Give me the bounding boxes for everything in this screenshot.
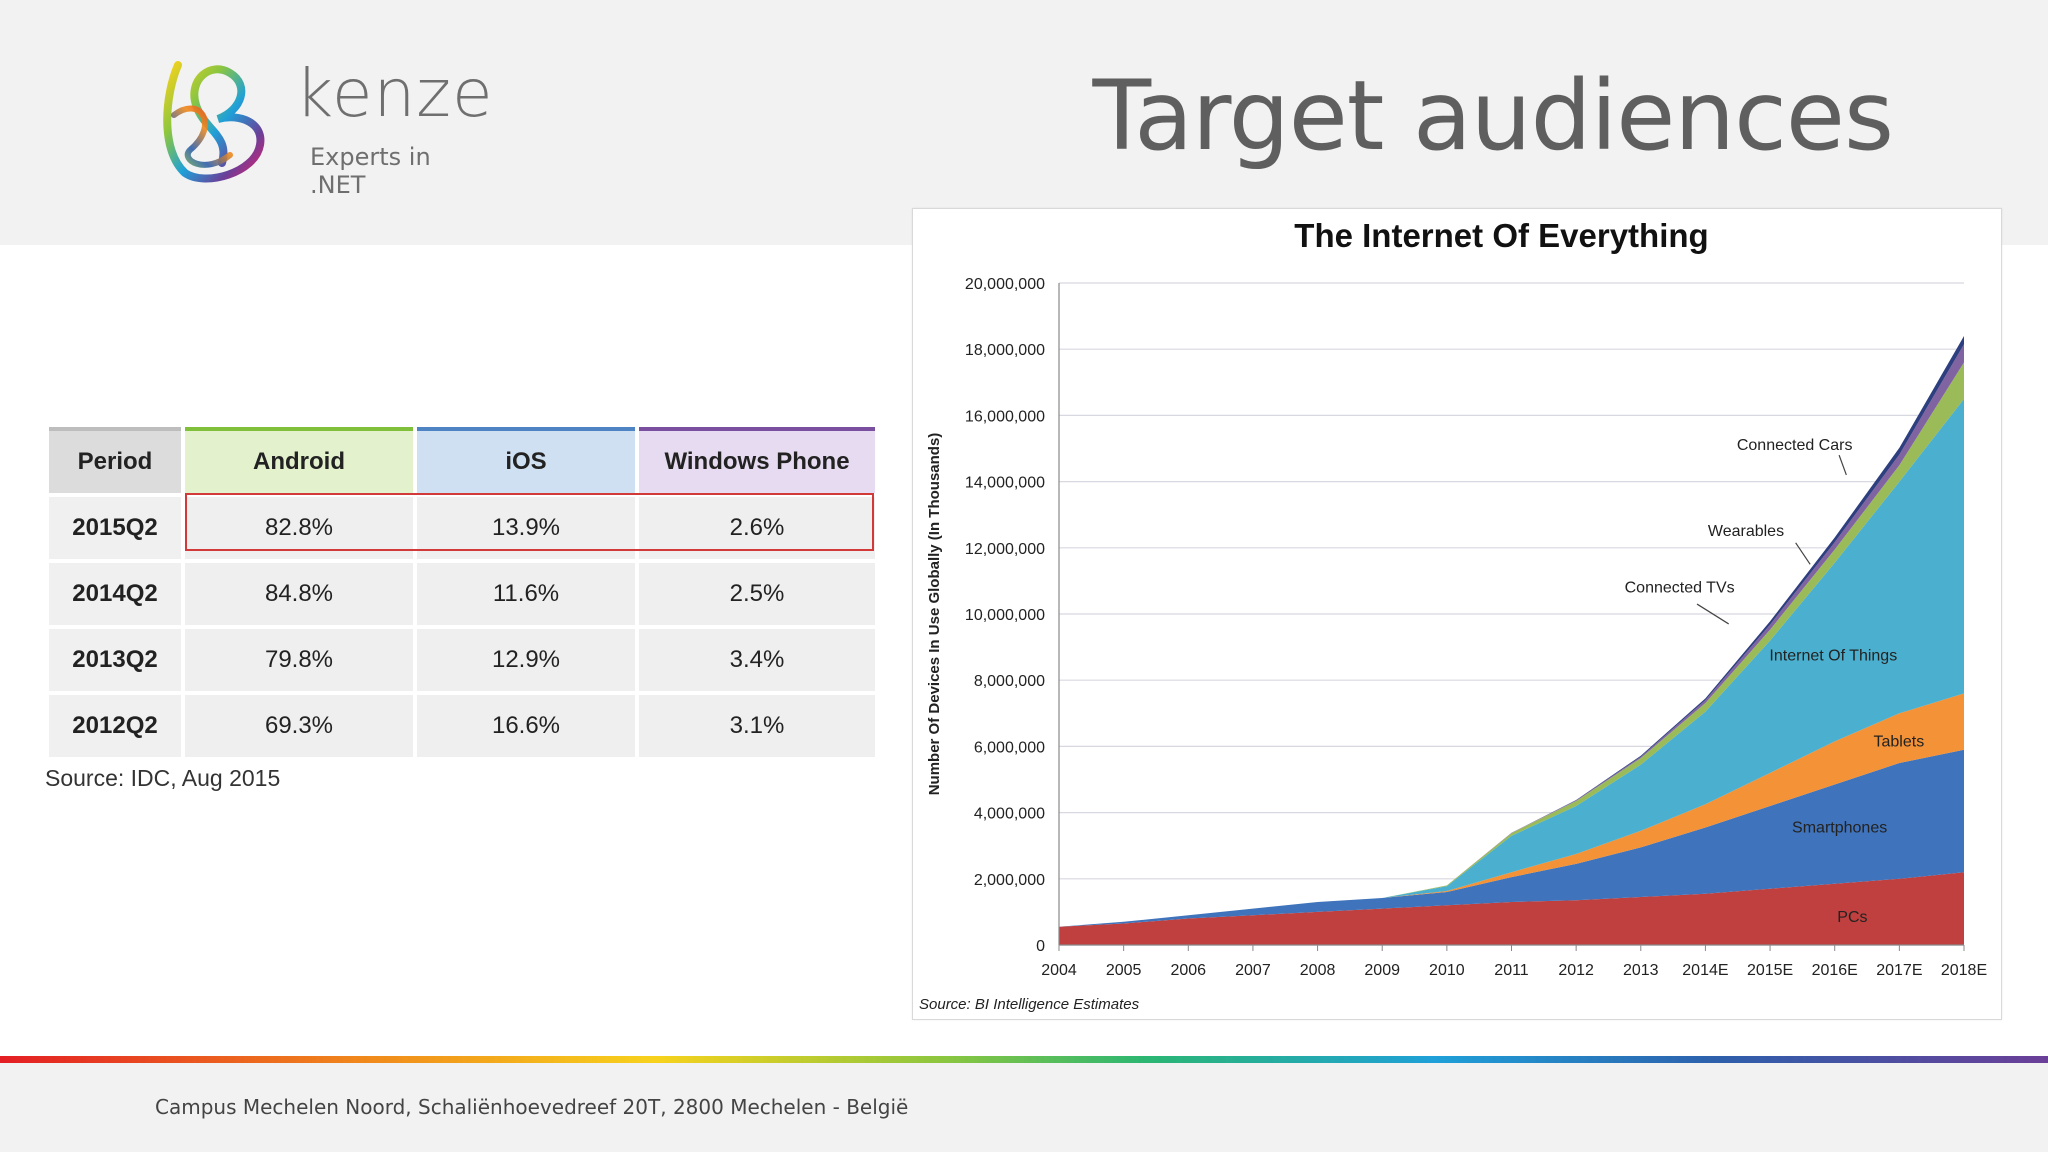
x-tick-label: 2007: [1235, 962, 1271, 979]
header-windows-phone: Windows Phone: [639, 427, 875, 493]
header-android: Android: [185, 427, 413, 493]
cell-windows-phone: 2.5%: [639, 563, 875, 625]
series-label-wearables: Wearables: [1708, 523, 1784, 540]
kenze-logo: kenze Experts in .NET: [160, 55, 493, 199]
x-tick-label: 2008: [1300, 962, 1336, 979]
area-series-internet-of-things: [1059, 398, 1964, 927]
series-label-connected-cars: Connected Cars: [1737, 437, 1853, 454]
x-tick-label: 2018E: [1941, 962, 1987, 979]
y-tick-label: 4,000,000: [974, 806, 1045, 823]
table-row: 2013Q2 79.8% 12.9% 3.4%: [49, 629, 875, 691]
area-series-pcs: [1059, 872, 1964, 945]
table-header-row: Period Android iOS Windows Phone: [49, 427, 875, 493]
series-label-pcs: PCs: [1837, 909, 1867, 926]
y-tick-label: 2,000,000: [974, 872, 1045, 889]
cell-android: 84.8%: [185, 563, 413, 625]
series-label-connected-tvs: Connected TVs: [1625, 579, 1735, 596]
y-tick-label: 12,000,000: [965, 541, 1045, 558]
table-source: Source: IDC, Aug 2015: [45, 765, 281, 791]
y-axis-label: Number Of Devices In Use Globally (In Th…: [926, 433, 943, 796]
y-tick-label: 0: [1036, 938, 1045, 955]
footer-address: Campus Mechelen Noord, Schaliënhoevedree…: [155, 1095, 909, 1119]
x-tick-label: 2009: [1364, 962, 1400, 979]
cell-period: 2014Q2: [49, 563, 181, 625]
cell-ios: 16.6%: [417, 695, 635, 757]
x-tick-label: 2006: [1170, 962, 1206, 979]
y-tick-label: 6,000,000: [974, 739, 1045, 756]
table-row: 2014Q2 84.8% 11.6% 2.5%: [49, 563, 875, 625]
internet-of-everything-chart: The Internet Of Everything 0 2,000,000 4,00…: [919, 217, 1987, 1013]
leader-connected-cars: [1838, 454, 1847, 476]
y-tick-label: 18,000,000: [965, 342, 1045, 359]
x-tick-label: 2015E: [1747, 962, 1793, 979]
footer-band: [0, 1063, 2048, 1152]
x-tick-label: 2016E: [1812, 962, 1858, 979]
leader-wearables: [1795, 542, 1811, 565]
header-period: Period: [49, 427, 181, 493]
cell-period: 2012Q2: [49, 695, 181, 757]
x-tick-label: 2004: [1041, 962, 1077, 979]
cell-android: 79.8%: [185, 629, 413, 691]
y-tick-label: 20,000,000: [965, 276, 1045, 293]
x-tick-label: 2014E: [1682, 962, 1728, 979]
series-label-smartphones: Smartphones: [1792, 819, 1887, 836]
y-tick-label: 16,000,000: [965, 408, 1045, 425]
cell-ios: 12.9%: [417, 629, 635, 691]
cell-windows-phone: 3.4%: [639, 629, 875, 691]
cell-ios: 13.9%: [417, 497, 635, 559]
x-tick-label: 2010: [1429, 962, 1465, 979]
cell-android: 69.3%: [185, 695, 413, 757]
x-tick-label: 2013: [1623, 962, 1659, 979]
cell-windows-phone: 3.1%: [639, 695, 875, 757]
leader-connected-tvs: [1696, 603, 1730, 625]
series-label-internet-of-things: Internet Of Things: [1769, 647, 1897, 664]
x-tick-label: 2005: [1106, 962, 1142, 979]
chart-title: The Internet Of Everything: [1294, 217, 1708, 254]
series-label-tablets: Tablets: [1874, 733, 1925, 750]
page-title: Target audiences: [1092, 60, 1894, 172]
header-ios: iOS: [417, 427, 635, 493]
cell-android: 82.8%: [185, 497, 413, 559]
kenze-logo-mark: [163, 61, 265, 183]
cell-ios: 11.6%: [417, 563, 635, 625]
chart-source: Source: BI Intelligence Estimates: [919, 996, 1140, 1013]
chart-panel: The Internet Of Everything 0 2,000,000 4,00…: [912, 208, 2002, 1020]
table-row: 2012Q2 69.3% 16.6% 3.1%: [49, 695, 875, 757]
logo-tagline: Experts in .NET: [310, 143, 431, 199]
rainbow-divider: [0, 1056, 2048, 1063]
y-tick-label: 8,000,000: [974, 673, 1045, 690]
cell-period: 2015Q2: [49, 497, 181, 559]
market-share-table: Period Android iOS Windows Phone 2015Q2 …: [45, 423, 879, 761]
y-tick-label: 14,000,000: [965, 475, 1045, 492]
y-tick-label: 10,000,000: [965, 607, 1045, 624]
table-row: 2015Q2 82.8% 13.9% 2.6%: [49, 497, 875, 559]
x-tick-label: 2012: [1558, 962, 1594, 979]
x-tick-label: 2011: [1494, 962, 1529, 979]
logo-wordmark: kenze: [295, 55, 494, 132]
cell-period: 2013Q2: [49, 629, 181, 691]
header-band: [0, 0, 2048, 245]
cell-windows-phone: 2.6%: [639, 497, 875, 559]
area-series-smartphones: [1059, 749, 1964, 927]
x-tick-label: 2017E: [1876, 962, 1922, 979]
